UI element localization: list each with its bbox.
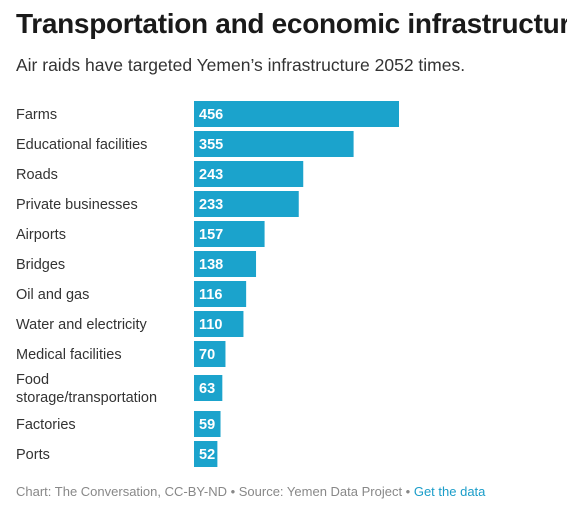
get-the-data-link[interactable]: Get the data — [413, 484, 486, 499]
value-label-medical-facilities: 70 — [199, 347, 215, 363]
value-label-ports: 52 — [199, 447, 215, 463]
bar-food-storage-transportation — [194, 375, 223, 401]
category-label-educational-facilities: Educational facilities — [16, 137, 147, 153]
category-label-farms: Farms — [16, 107, 57, 123]
value-label-roads: 243 — [199, 167, 223, 183]
bar-oil-and-gas — [194, 281, 247, 307]
value-label-food-storage-transportation: 63 — [199, 381, 215, 397]
value-label-private-businesses: 233 — [199, 197, 223, 213]
chart-title: Transportation and economic infrastructu… — [16, 8, 567, 39]
bar-educational-facilities — [194, 131, 354, 157]
category-label-roads: Roads — [16, 167, 58, 183]
value-label-farms: 456 — [199, 107, 223, 123]
category-label-airports: Airports — [16, 227, 66, 243]
category-label-factories: Factories — [16, 417, 76, 433]
value-label-bridges: 138 — [199, 257, 223, 273]
category-label-medical-facilities: Medical facilities — [16, 347, 122, 363]
bar-farms — [194, 101, 399, 127]
value-label-water-and-electricity: 110 — [199, 317, 222, 333]
category-label-bridges: Bridges — [16, 257, 65, 273]
chart-subtitle: Air raids have targeted Yemen’s infrastr… — [16, 55, 466, 75]
category-label-oil-and-gas: Oil and gas — [16, 287, 89, 303]
bar-chart: Farms 456 Educational facilities 355 Roads 24… — [16, 101, 399, 467]
bar-medical-facilities — [194, 341, 226, 367]
category-label-ports: Ports — [16, 447, 50, 463]
source-credit: Chart: The Conversation, CC-BY-ND • Sour… — [16, 484, 414, 499]
value-label-oil-and-gas: 116 — [199, 287, 222, 303]
category-label-food-storage-transportation: Food storage/transportation — [16, 372, 157, 406]
bar-factories — [194, 411, 221, 437]
bar-water-and-electricity — [194, 311, 244, 337]
chart-footer: Chart: The Conversation, CC-BY-ND • Sour… — [16, 484, 485, 499]
bar-bridges — [194, 251, 257, 277]
bar-ports — [194, 441, 218, 467]
category-label-water-and-electricity: Water and electricity — [16, 317, 148, 333]
value-label-factories: 59 — [199, 417, 215, 433]
bar-roads — [194, 161, 304, 187]
value-label-educational-facilities: 355 — [199, 137, 223, 153]
value-label-airports: 157 — [199, 227, 223, 243]
bar-private-businesses — [194, 191, 299, 217]
bar-airports — [194, 221, 265, 247]
category-label-private-businesses: Private businesses — [16, 197, 138, 213]
